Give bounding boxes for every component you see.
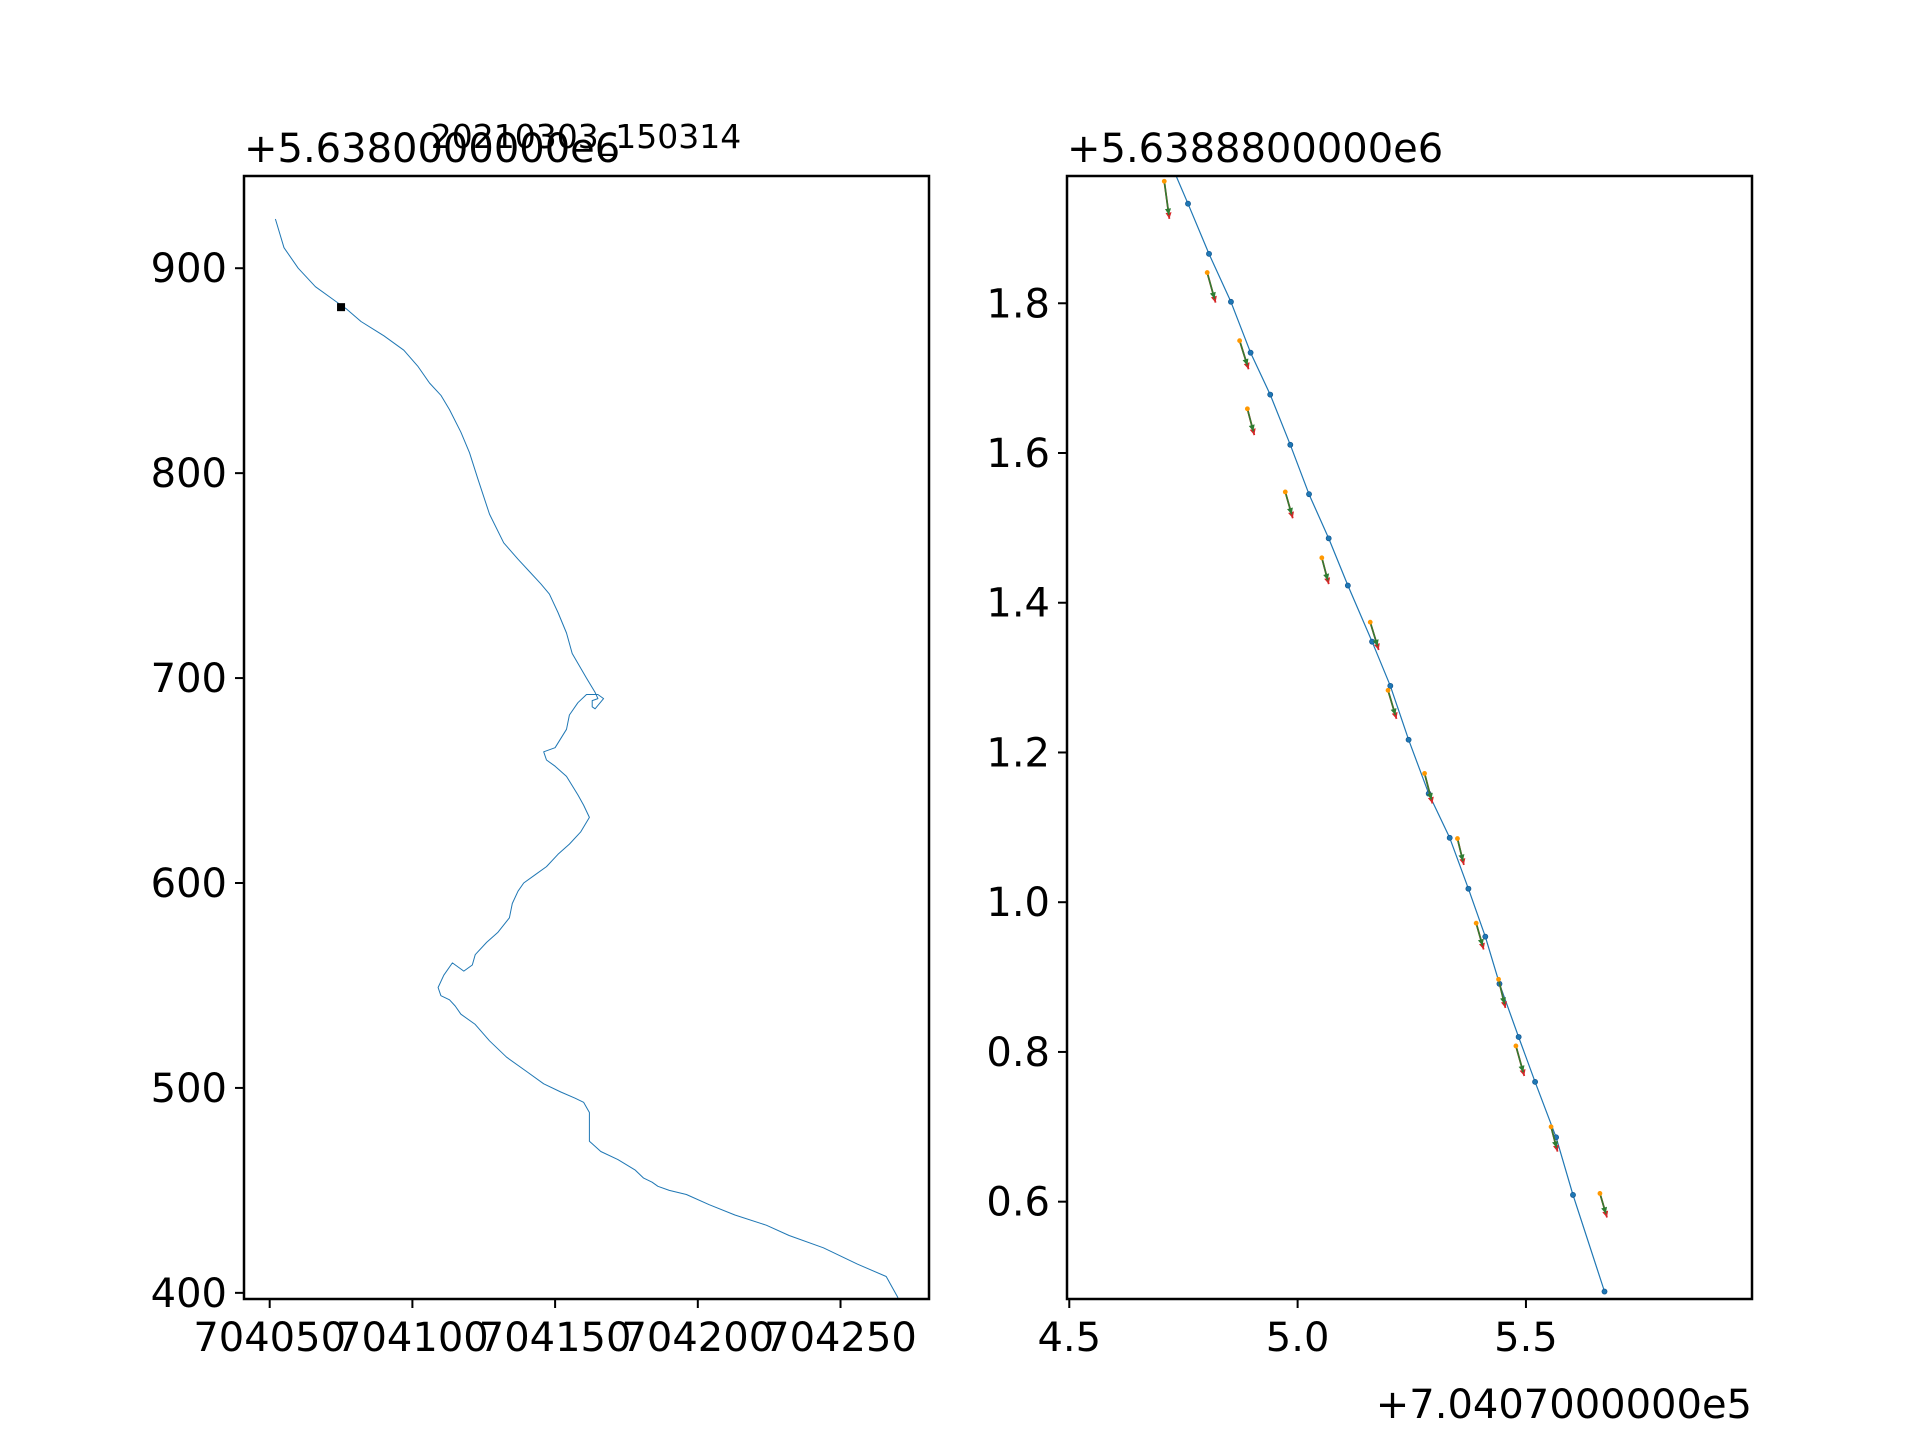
right-x-offset-label: +7.0407000000e5: [1376, 1382, 1752, 1428]
right-series-point: [1532, 1078, 1538, 1085]
right-series-point: [1247, 349, 1254, 356]
vector-arrow: [1513, 1043, 1526, 1077]
right-series-point: [1267, 391, 1274, 398]
left-y-tick-label: 800: [151, 451, 227, 497]
right-axes-frame: [1065, 174, 1754, 1301]
zoom-region-marker: [337, 303, 346, 312]
right-series-point: [1387, 682, 1394, 689]
vector-arrow: [1385, 687, 1398, 720]
left-plot-area: [274, 218, 899, 1299]
right-y-tick-label: 0.8: [986, 1030, 1050, 1076]
vector-arrow: [1237, 338, 1250, 370]
left-y-tick-label: 500: [151, 1066, 227, 1112]
right-x-tick-label: 5.5: [1494, 1315, 1558, 1361]
left-series-line: [274, 218, 899, 1299]
left-y-tick-label: 900: [151, 246, 227, 292]
right-series-point: [1465, 885, 1472, 892]
right-y-tick-label: 1.0: [986, 880, 1050, 926]
right-series-point: [1482, 933, 1489, 940]
vector-arrow: [1548, 1124, 1559, 1152]
vector-arrow: [1496, 976, 1507, 1009]
vector-arrow: [1244, 406, 1256, 436]
right-y-tick-label: 1.2: [986, 730, 1050, 776]
right-y-tick-label: 1.6: [986, 431, 1050, 477]
right-series-point: [1287, 441, 1294, 448]
right-y-offset-label: +5.6388800000e6: [1067, 126, 1443, 172]
right-x-tick-label: 4.5: [1037, 1315, 1101, 1361]
left-chart-title: 20210303_150314: [431, 117, 741, 156]
vector-arrow: [1455, 836, 1466, 866]
right-series-point: [1228, 298, 1234, 305]
right-y-tick-label: 1.8: [986, 281, 1050, 327]
right-plot-area: [1161, 176, 1609, 1295]
right-x-ticks: 4.5 5.0 5.5: [1037, 1299, 1558, 1361]
vector-arrow: [1282, 489, 1294, 519]
left-x-tick-label: 704100: [336, 1315, 489, 1361]
right-series-point: [1325, 535, 1332, 542]
right-series-point: [1185, 200, 1191, 207]
left-x-tick-label: 704150: [479, 1315, 632, 1361]
right-series-point: [1344, 582, 1351, 589]
right-series-point: [1515, 1034, 1522, 1040]
right-x-tick-label: 5.0: [1266, 1315, 1330, 1361]
left-x-tick-label: 704050: [193, 1315, 346, 1361]
right-series-point: [1601, 1288, 1608, 1295]
vector-arrow: [1422, 771, 1434, 804]
vector-arrow: [1597, 1191, 1609, 1218]
vector-arrow: [1161, 178, 1172, 220]
left-y-tick-label: 400: [151, 1271, 227, 1317]
vector-arrow: [1367, 619, 1380, 651]
right-y-tick-label: 1.4: [986, 581, 1050, 627]
right-series-point: [1570, 1192, 1576, 1198]
vector-arrow: [1319, 555, 1331, 585]
left-y-tick-label: 700: [151, 656, 227, 702]
left-x-tick-label: 704250: [764, 1315, 917, 1361]
left-y-offset-label: +5.6380000000e6: [244, 126, 620, 172]
left-y-ticks: 400 500 600 700 800 900: [151, 246, 244, 1317]
right-series-point: [1405, 736, 1412, 743]
right-y-tick-label: 0.6: [986, 1180, 1050, 1226]
left-x-tick-label: 704200: [621, 1315, 774, 1361]
vector-arrow: [1204, 270, 1217, 303]
left-axes-frame: [242, 174, 931, 1301]
right-y-ticks: 0.6 0.8 1.0 1.2 1.4 1.6 1.8: [986, 281, 1067, 1226]
right-series-point: [1306, 491, 1312, 498]
right-axes: 4.5 5.0 5.5 0.6 0.8 1.0 1.2 1.4 1.6 1.8 +5.63888…: [986, 126, 1754, 1428]
right-series-point: [1446, 834, 1453, 841]
vector-arrow: [1473, 920, 1485, 950]
left-y-tick-label: 600: [151, 861, 227, 907]
right-series-point: [1206, 250, 1212, 257]
